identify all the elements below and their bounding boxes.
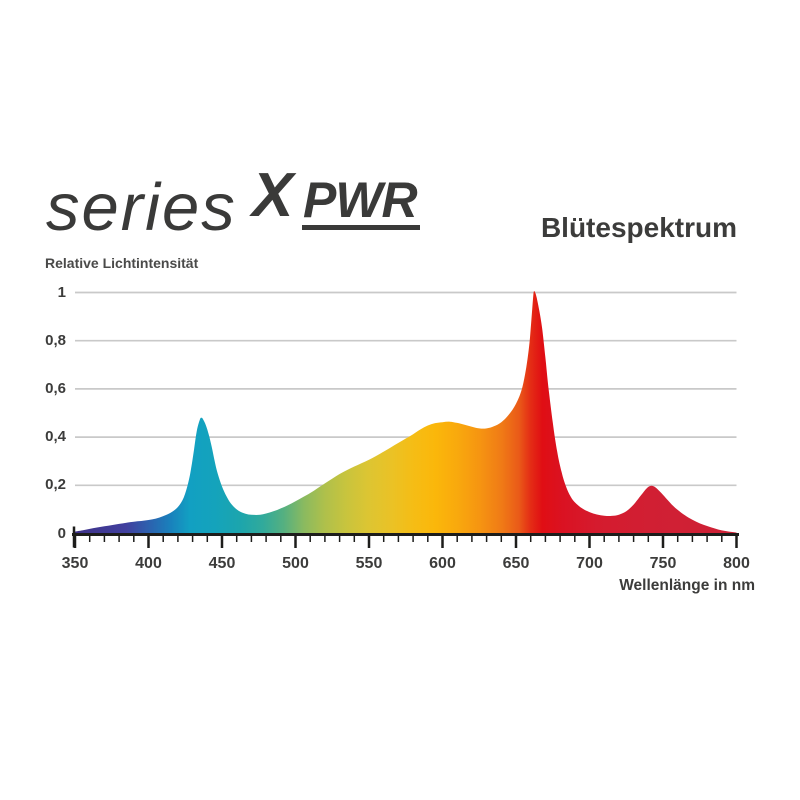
chart-title: Blütespektrum <box>540 212 737 243</box>
logo-pwr-text: PWR <box>302 175 420 230</box>
logo-x-text: X <box>252 161 294 230</box>
x-axis-title: Wellenlänge in nm <box>619 577 755 594</box>
y-axis-title: Relative Lichtintensität <box>45 255 199 271</box>
logo-series-text: series <box>46 170 237 245</box>
spectrum-area <box>75 291 737 534</box>
